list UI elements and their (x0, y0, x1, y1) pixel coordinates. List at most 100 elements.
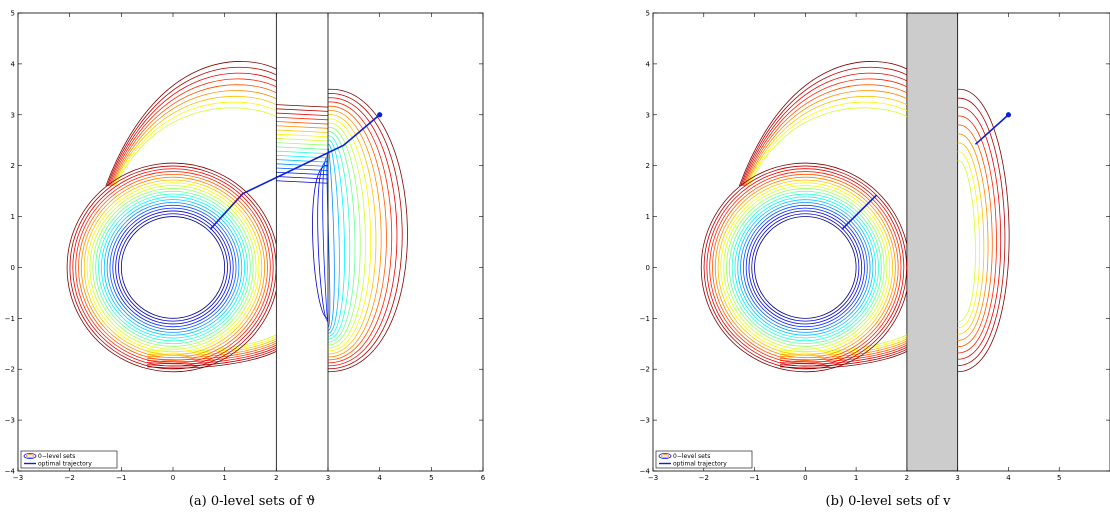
y-tick-label: 3 (11, 111, 15, 119)
level-set-17 (72, 168, 274, 367)
level-set-7 (100, 196, 246, 339)
lower-level-set-17 (779, 346, 908, 365)
far-level-set-11 (957, 160, 976, 323)
upper-level-set-19 (105, 61, 277, 187)
through-level-set-11 (276, 138, 329, 142)
level-set-19 (66, 162, 277, 373)
x-tick-label: 5 (429, 474, 433, 482)
axes-box (652, 12, 1110, 472)
legend-contour-icon (23, 453, 37, 459)
level-set-3 (112, 207, 234, 328)
through-level-set-10 (276, 142, 329, 146)
level-set-11 (89, 185, 257, 350)
upper-level-set-18 (740, 66, 908, 187)
level-set-16 (709, 171, 902, 364)
upper-level-set-11 (748, 107, 908, 187)
through-level-set-12 (276, 133, 329, 138)
lower-level-set-13 (147, 338, 277, 356)
upper-level-set-15 (743, 84, 908, 187)
y-tick-label: −1 (5, 315, 15, 323)
level-set-19 (700, 162, 908, 373)
far-level-set-2 (317, 160, 329, 322)
level-set-2 (748, 210, 863, 325)
level-set-18 (703, 165, 908, 370)
x-tick-label: 3 (955, 474, 959, 482)
lower-level-set-13 (779, 338, 908, 356)
y-tick-label: 4 (11, 60, 16, 68)
through-level-set-1 (276, 180, 329, 184)
x-tick-label: 2 (905, 474, 909, 482)
x-tick-label: −1 (116, 474, 126, 482)
lower-level-set-15 (147, 342, 277, 361)
upper-level-set-18 (106, 66, 277, 187)
level-set-17 (706, 168, 905, 367)
x-tick-label: −3 (13, 474, 23, 482)
y-tick-label: 1 (11, 213, 15, 221)
x-tick-label: 4 (377, 474, 382, 482)
upper-level-set-14 (111, 90, 277, 187)
legend-box (655, 450, 753, 469)
lower-level-set-12 (147, 336, 277, 354)
x-tick-label: 0 (171, 474, 175, 482)
far-level-set-4 (326, 152, 331, 328)
level-set-12 (86, 182, 260, 353)
legend-label-trajectory: optimal trajectory (673, 461, 727, 468)
level-set-4 (742, 204, 868, 330)
optimal-trajectory-1 (974, 114, 1009, 145)
level-set-2 (115, 210, 231, 325)
far-level-set-19 (957, 88, 1010, 373)
x-tick-label: −1 (749, 474, 759, 482)
upper-level-set-17 (741, 72, 908, 187)
lower-level-set-18 (779, 348, 908, 367)
level-set-9 (95, 190, 251, 345)
far-level-set-17 (327, 97, 398, 367)
upper-level-set-19 (738, 61, 908, 187)
x-tick-label: 1 (222, 474, 226, 482)
x-tick-label: 2 (274, 474, 278, 482)
lower-level-set-19 (779, 351, 908, 369)
level-set-1 (118, 213, 228, 322)
x-tick-label: 6 (481, 474, 486, 482)
far-level-set-10 (327, 126, 361, 346)
upper-level-set-16 (109, 78, 277, 187)
level-set-6 (737, 199, 874, 336)
optimal-trajectory-0 (841, 194, 877, 230)
target-point (377, 112, 383, 118)
level-set-5 (740, 202, 871, 333)
lower-level-set-14 (147, 340, 277, 359)
through-level-set-17 (276, 112, 329, 117)
level-set-8 (731, 193, 879, 342)
upper-level-set-13 (746, 95, 908, 187)
level-set-0 (120, 216, 226, 319)
level-set-16 (75, 171, 271, 364)
level-set-4 (109, 204, 237, 330)
caption-b: (b) 0-level sets of v (826, 494, 952, 509)
y-tick-label: −3 (640, 417, 650, 425)
level-set-13 (717, 179, 893, 356)
y-tick-label: −2 (640, 366, 650, 374)
level-set-15 (712, 174, 899, 361)
far-level-set-14 (957, 133, 989, 341)
plot-area (66, 13, 408, 471)
target-point (1005, 112, 1012, 118)
level-set-13 (83, 179, 263, 356)
far-level-set-9 (327, 131, 356, 343)
x-tick-label: 1 (854, 474, 858, 482)
x-tick-label: −3 (648, 474, 658, 482)
level-set-18 (69, 165, 277, 370)
through-level-set-15 (276, 121, 329, 125)
y-tick-label: −3 (5, 417, 15, 425)
axes-box (17, 12, 484, 472)
upper-level-set-13 (112, 95, 277, 187)
far-level-set-5 (327, 148, 335, 331)
level-set-14 (714, 176, 896, 359)
y-tick-label: 0 (646, 264, 650, 272)
x-tick-label: 3 (326, 474, 330, 482)
caption-a: (a) 0-level sets of ϑ (189, 494, 315, 509)
y-tick-label: 3 (646, 111, 650, 119)
y-tick-label: −2 (5, 366, 15, 374)
upper-level-set-14 (744, 90, 908, 187)
